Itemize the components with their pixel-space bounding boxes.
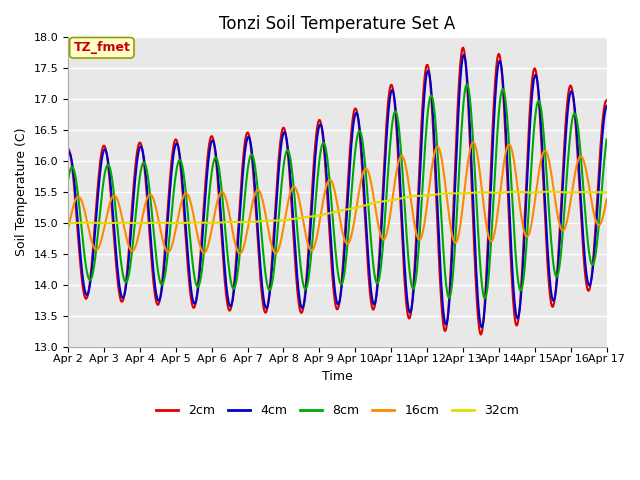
- 4cm: [477, 324, 485, 330]
- Y-axis label: Soil Temperature (C): Soil Temperature (C): [15, 128, 28, 256]
- 4cm: [74, 219, 82, 225]
- 32cm: [129, 220, 137, 226]
- 16cm: [419, 228, 427, 234]
- 8cm: [419, 188, 426, 194]
- 2cm: [74, 230, 82, 236]
- 2cm: [212, 160, 220, 166]
- 32cm: [403, 194, 410, 200]
- 8cm: [463, 82, 471, 87]
- 32cm: [64, 220, 72, 226]
- Line: 32cm: 32cm: [68, 192, 607, 223]
- 4cm: [64, 150, 72, 156]
- 32cm: [184, 220, 192, 226]
- 4cm: [460, 52, 467, 58]
- X-axis label: Time: Time: [322, 370, 353, 383]
- 8cm: [403, 232, 410, 238]
- 8cm: [129, 237, 137, 243]
- 32cm: [74, 220, 82, 226]
- 2cm: [419, 106, 426, 111]
- 2cm: [459, 45, 467, 50]
- 4cm: [129, 201, 137, 206]
- 8cm: [212, 155, 220, 161]
- 4cm: [603, 103, 611, 109]
- 32cm: [603, 190, 611, 195]
- 2cm: [403, 303, 410, 309]
- 32cm: [419, 193, 426, 199]
- Line: 4cm: 4cm: [68, 55, 607, 327]
- 4cm: [419, 124, 426, 130]
- 16cm: [184, 192, 192, 198]
- 16cm: [236, 251, 243, 256]
- 8cm: [64, 178, 72, 183]
- 16cm: [403, 172, 411, 178]
- Title: Tonzi Soil Temperature Set A: Tonzi Soil Temperature Set A: [219, 15, 456, 33]
- 4cm: [184, 252, 192, 257]
- 16cm: [64, 226, 72, 232]
- Line: 2cm: 2cm: [68, 48, 607, 335]
- 2cm: [603, 97, 611, 103]
- Legend: 2cm, 4cm, 8cm, 16cm, 32cm: 2cm, 4cm, 8cm, 16cm, 32cm: [150, 399, 524, 422]
- 2cm: [477, 332, 484, 337]
- Line: 8cm: 8cm: [68, 84, 607, 298]
- 32cm: [546, 189, 554, 194]
- 2cm: [129, 188, 137, 194]
- 16cm: [603, 196, 611, 202]
- 16cm: [469, 140, 477, 145]
- 16cm: [212, 203, 220, 208]
- 8cm: [603, 136, 611, 142]
- 4cm: [403, 289, 410, 295]
- Text: TZ_fmet: TZ_fmet: [74, 41, 131, 54]
- 8cm: [74, 190, 82, 196]
- 32cm: [212, 220, 220, 226]
- Line: 16cm: 16cm: [68, 143, 607, 253]
- 8cm: [481, 295, 489, 301]
- 8cm: [184, 211, 192, 216]
- 2cm: [64, 146, 72, 152]
- 2cm: [184, 264, 192, 270]
- 4cm: [212, 155, 220, 161]
- 16cm: [74, 194, 82, 200]
- 16cm: [129, 248, 137, 253]
